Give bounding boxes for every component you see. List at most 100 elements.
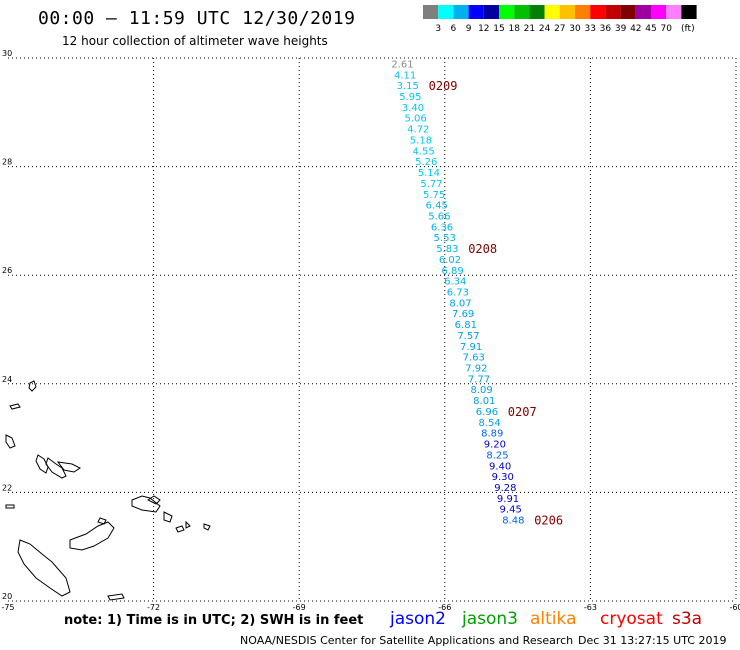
wave-height-label: 6.81 (455, 320, 477, 331)
wave-height-label: 9.40 (489, 461, 511, 472)
legend-label: 3 (435, 24, 441, 34)
legend-swatch (438, 5, 454, 19)
wave-height-label: 5.95 (399, 92, 421, 103)
legend-swatch (423, 5, 439, 19)
wave-height-label: 8.54 (478, 418, 500, 429)
time-label: 0206 (534, 514, 563, 528)
legend-label: 15 (493, 24, 504, 34)
wave-height-label: 9.28 (494, 483, 516, 494)
coastline (131, 495, 161, 513)
wave-height-label: 3.15 (397, 81, 419, 92)
legend-label: 18 (508, 24, 520, 34)
legend-label: 12 (478, 24, 489, 34)
wave-height-label: 6.96 (476, 407, 498, 418)
wave-height-label: 8.25 (486, 450, 508, 461)
legend-label: 27 (554, 24, 565, 34)
legend-swatch (499, 5, 515, 19)
lon-tick-label: -69 (293, 603, 306, 612)
lon-tick-label: -63 (584, 603, 597, 612)
legend-swatch (605, 5, 621, 19)
lat-tick-label: 22 (2, 483, 12, 492)
time-label: 0209 (429, 79, 458, 93)
wave-height-label: 5.83 (436, 244, 458, 255)
legend-swatch (620, 5, 636, 19)
coastline (163, 511, 173, 523)
wave-height-label: 4.55 (412, 146, 434, 157)
lon-tick-label: -66 (438, 603, 451, 612)
coastline (45, 457, 67, 479)
legend-swatch (483, 5, 499, 19)
lat-tick-label: 24 (2, 375, 12, 384)
legend-swatch (529, 5, 545, 19)
legend-swatch (590, 5, 606, 19)
legend-label: 45 (645, 24, 656, 34)
timestamp-text: Dec 31 13:27:15 UTC 2019 (578, 634, 727, 647)
legend-swatch (666, 5, 682, 19)
wave-height-label: 7.63 (463, 353, 485, 364)
wave-height-label: 5.06 (405, 114, 427, 125)
legend-swatch (559, 5, 575, 19)
time-label: 0208 (468, 242, 497, 256)
coastline (147, 495, 161, 505)
lat-tick-label: 20 (2, 592, 12, 601)
legend-swatch (575, 5, 591, 19)
wave-height-label: 5.53 (434, 233, 456, 244)
wave-height-label: 2.61 (391, 59, 413, 70)
satellite-s3a: s3a (672, 609, 703, 629)
lon-tick-label: -60 (729, 603, 740, 612)
coastline (185, 520, 191, 529)
wave-height-label: 8.07 (449, 298, 471, 309)
coastline (35, 454, 49, 474)
wave-height-label: 5.14 (418, 168, 440, 179)
wave-height-label: 6.02 (439, 255, 461, 266)
wave-height-label: 8.09 (471, 385, 493, 396)
wave-height-label: 5.26 (415, 157, 437, 168)
legend-unit: (ft) (681, 24, 695, 34)
wave-height-label: 7.69 (452, 309, 474, 320)
legend-swatch (635, 5, 651, 19)
coastline (17, 539, 71, 597)
legend-label: 9 (466, 24, 472, 34)
coastline (69, 521, 115, 551)
coastline (175, 525, 185, 533)
wave-height-label: 9.45 (500, 505, 522, 516)
wave-height-label: 8.89 (481, 429, 503, 440)
satellite-jason2: jason2 (390, 609, 446, 629)
legend-swatch (468, 5, 484, 19)
coastline (56, 461, 81, 473)
wave-height-label: 7.91 (460, 342, 482, 353)
wave-height-label: 6.73 (447, 287, 469, 298)
wave-height-label: 7.77 (468, 374, 490, 385)
lat-tick-label: 30 (2, 49, 12, 58)
wave-height-label: 9.20 (484, 440, 506, 451)
wave-height-label: 5.75 (423, 190, 445, 201)
legend-label: 33 (584, 24, 595, 34)
wave-height-label: 6.34 (444, 277, 466, 288)
legend-label: 36 (600, 24, 612, 34)
lat-tick-label: 28 (2, 158, 12, 167)
legend-label: 70 (660, 24, 672, 34)
legend-swatch (651, 5, 667, 19)
coastline (28, 380, 37, 392)
credit-text: NOAA/NESDIS Center for Satellite Applica… (240, 634, 574, 647)
legend-label: 42 (630, 24, 641, 34)
wave-height-label: 9.30 (492, 472, 514, 483)
wave-height-label: 6.36 (431, 222, 453, 233)
coastline (107, 593, 125, 601)
wave-height-label: 7.57 (457, 331, 479, 342)
wave-height-label: 6.45 (426, 201, 448, 212)
legend-label: 30 (569, 24, 581, 34)
satellite-cryosat: cryosat (600, 609, 663, 629)
coastline (5, 504, 15, 509)
color-legend: 3 6 9 12 15 18 21 24 27 30 33 36 39 42 45 70 (ft) (423, 5, 697, 34)
coastline (203, 523, 211, 531)
legend-swatch (544, 5, 560, 19)
wave-height-label: 5.77 (420, 179, 442, 190)
wave-height-label: 9.91 (497, 494, 519, 505)
coastline (5, 434, 16, 449)
lon-tick-label: -72 (147, 603, 160, 612)
wave-height-label: 8.48 (502, 516, 524, 527)
satellite-altika: altika (530, 609, 577, 629)
legend-label: 6 (451, 24, 457, 34)
